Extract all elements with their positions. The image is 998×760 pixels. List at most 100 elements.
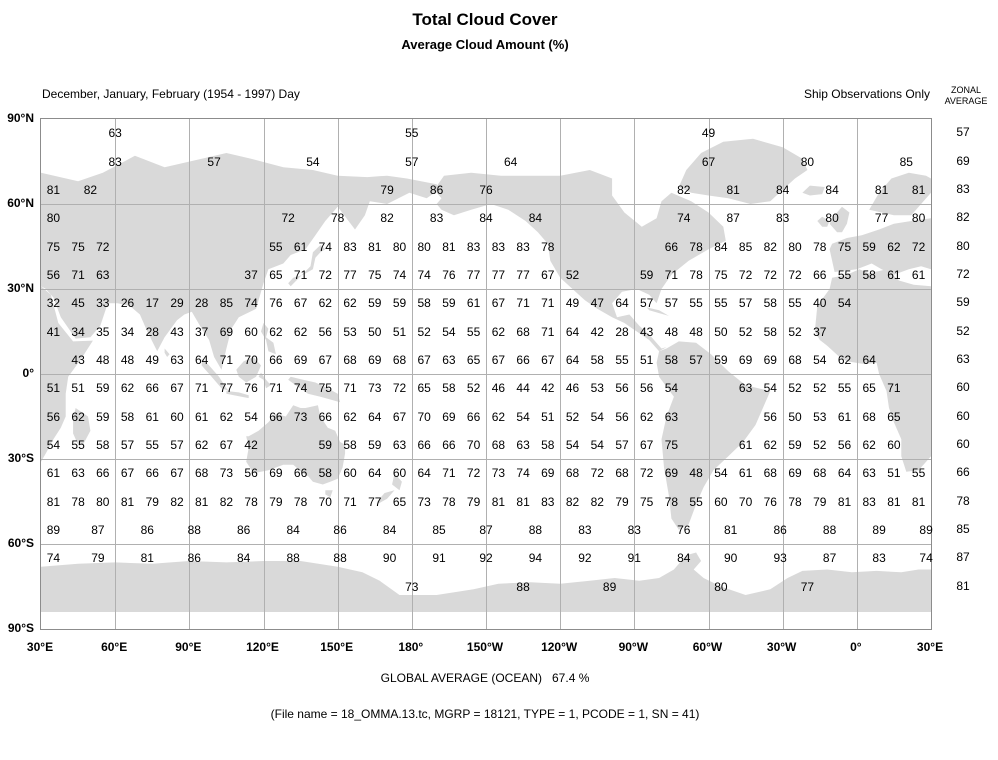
cell-value: 53 bbox=[343, 324, 357, 339]
cell-value: 59 bbox=[368, 437, 382, 452]
cell-value: 85 bbox=[899, 154, 913, 169]
cell-value: 52 bbox=[788, 324, 802, 339]
cell-value: 61 bbox=[911, 267, 926, 282]
cell-value: 66 bbox=[516, 352, 530, 367]
cell-value: 84 bbox=[677, 551, 691, 566]
cell-value: 90 bbox=[724, 551, 738, 566]
cell-value: 60 bbox=[244, 324, 258, 339]
cell-value: 54 bbox=[516, 409, 530, 424]
cell-value: 83 bbox=[541, 494, 555, 509]
cell-value: 46 bbox=[565, 381, 580, 396]
lat-axis-label: 30°N bbox=[7, 281, 34, 295]
cell-value: 75 bbox=[837, 239, 852, 254]
cell-value: 69 bbox=[541, 466, 555, 481]
cell-value: 42 bbox=[541, 381, 555, 396]
cell-value: 84 bbox=[776, 182, 790, 197]
cell-value: 46 bbox=[491, 381, 506, 396]
lat-axis-label: 30°S bbox=[7, 451, 34, 465]
cell-value: 63 bbox=[71, 466, 85, 481]
cell-value: 67 bbox=[491, 296, 506, 311]
cell-value: 75 bbox=[71, 239, 85, 254]
cell-value: 59 bbox=[640, 267, 654, 282]
cell-value: 90 bbox=[382, 551, 397, 566]
cell-value: 43 bbox=[170, 324, 184, 339]
cell-value: 41 bbox=[46, 324, 61, 339]
cell-value: 78 bbox=[689, 267, 703, 282]
cell-value: 80 bbox=[788, 239, 802, 254]
cell-value: 67 bbox=[170, 466, 184, 481]
cell-value: 37 bbox=[244, 267, 258, 282]
cell-value: 77 bbox=[874, 211, 889, 226]
page-title: Total Cloud Cover bbox=[412, 10, 558, 29]
cell-value: 78 bbox=[244, 494, 258, 509]
lat-axis-label: 90°S bbox=[7, 621, 34, 635]
cell-value: 17 bbox=[145, 296, 159, 311]
cell-value: 68 bbox=[195, 466, 209, 481]
cell-value: 54 bbox=[306, 154, 320, 169]
cell-value: 29 bbox=[170, 296, 184, 311]
cell-value: 87 bbox=[726, 211, 740, 226]
cell-value: 71 bbox=[541, 296, 555, 311]
cell-value: 80 bbox=[911, 211, 926, 226]
cell-value: 54 bbox=[664, 381, 679, 396]
continent-south-america bbox=[656, 341, 771, 530]
cell-value: 82 bbox=[170, 494, 184, 509]
cell-value: 66 bbox=[466, 409, 481, 424]
cell-value: 58 bbox=[318, 466, 332, 481]
cell-value: 57 bbox=[207, 154, 221, 169]
cell-value: 53 bbox=[590, 381, 604, 396]
continent-borneo bbox=[236, 357, 261, 383]
cell-value: 62 bbox=[491, 324, 506, 339]
cell-value: 66 bbox=[318, 409, 332, 424]
cell-value: 82 bbox=[565, 494, 580, 509]
zonal-average-value: 82 bbox=[956, 210, 970, 225]
cell-value: 92 bbox=[479, 551, 493, 566]
cell-value: 61 bbox=[887, 267, 901, 282]
cell-value: 63 bbox=[442, 352, 456, 367]
cell-value: 67 bbox=[541, 267, 555, 282]
cell-value: 78 bbox=[813, 239, 827, 254]
page-subtitle: Average Cloud Amount (%) bbox=[401, 37, 569, 52]
cell-value: 57 bbox=[664, 296, 679, 311]
cell-value: 79 bbox=[145, 494, 159, 509]
cell-value: 49 bbox=[701, 126, 716, 141]
cell-value: 57 bbox=[170, 437, 184, 452]
continent-java bbox=[226, 391, 249, 399]
cell-value: 54 bbox=[565, 437, 580, 452]
cell-value: 75 bbox=[368, 267, 382, 282]
cell-value: 67 bbox=[541, 352, 555, 367]
cell-value: 71 bbox=[516, 296, 530, 311]
cell-value: 55 bbox=[405, 126, 419, 141]
zonal-average-value: 59 bbox=[956, 295, 970, 310]
cell-value: 59 bbox=[318, 437, 332, 452]
cell-value: 48 bbox=[664, 324, 679, 339]
cell-value: 83 bbox=[578, 522, 592, 537]
cell-value: 57 bbox=[640, 296, 654, 311]
cell-value: 69 bbox=[442, 409, 456, 424]
cell-value: 54 bbox=[46, 437, 61, 452]
cell-value: 80 bbox=[714, 579, 728, 594]
cell-value: 65 bbox=[887, 409, 901, 424]
lon-axis-label: 150°E bbox=[320, 640, 354, 654]
continent-new-zealand-south bbox=[377, 490, 395, 505]
cell-value: 59 bbox=[788, 437, 802, 452]
cell-value: 84 bbox=[382, 522, 397, 537]
cell-value: 80 bbox=[96, 494, 110, 509]
cell-value: 60 bbox=[714, 494, 728, 509]
cell-value: 78 bbox=[788, 494, 802, 509]
cell-value: 68 bbox=[565, 466, 580, 481]
cell-value: 48 bbox=[689, 466, 703, 481]
cell-value: 81 bbox=[46, 182, 61, 197]
cell-value: 67 bbox=[120, 466, 135, 481]
cell-value: 52 bbox=[813, 437, 827, 452]
zonal-average-value: 78 bbox=[956, 493, 970, 508]
cell-value: 72 bbox=[763, 267, 777, 282]
cell-value: 88 bbox=[516, 579, 530, 594]
continent-north-america bbox=[434, 170, 726, 352]
cell-value: 68 bbox=[813, 466, 827, 481]
cell-value: 81 bbox=[120, 494, 135, 509]
cell-value: 52 bbox=[738, 324, 753, 339]
cell-value: 78 bbox=[442, 494, 456, 509]
cell-value: 73 bbox=[491, 466, 506, 481]
cell-value: 81 bbox=[911, 182, 926, 197]
